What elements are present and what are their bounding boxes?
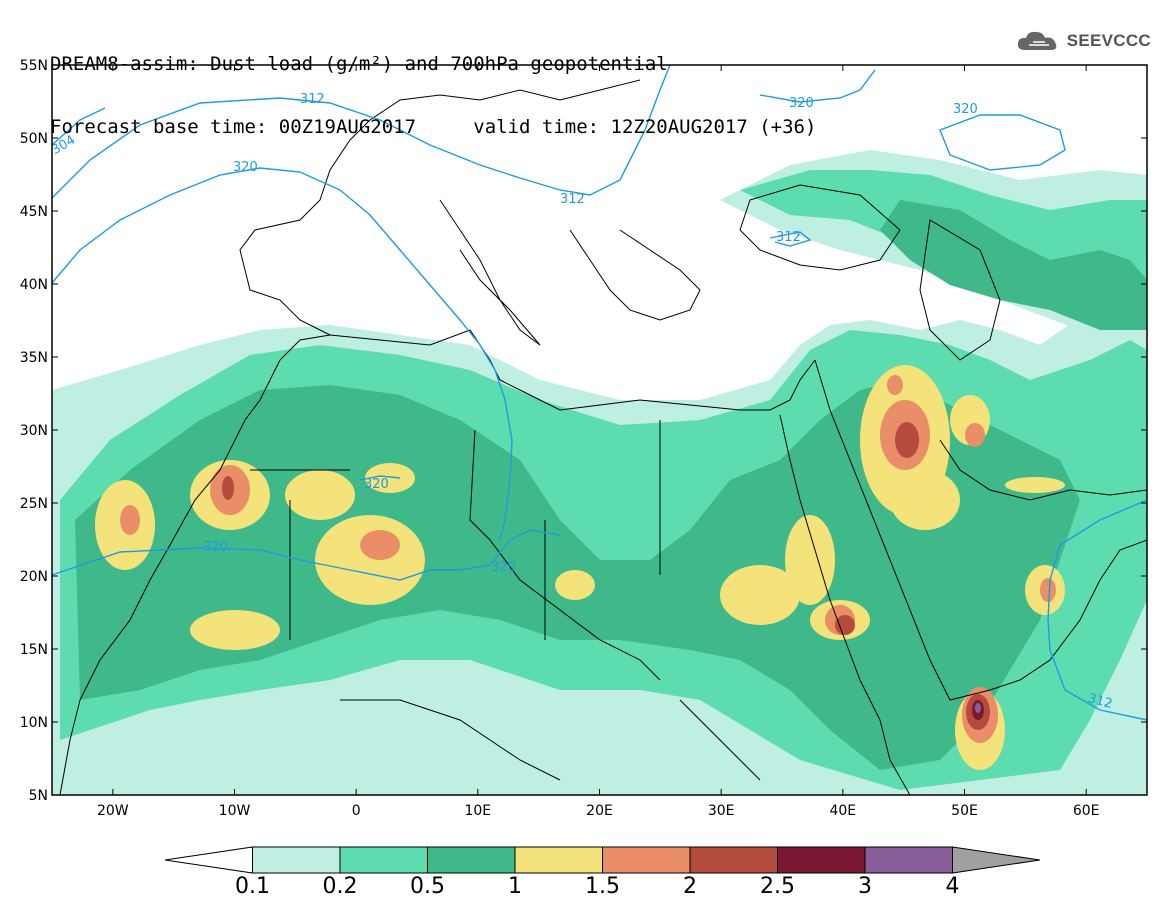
lon-label: 10W (219, 803, 251, 819)
contour-label: 320 (789, 96, 814, 111)
colorbar-label: 0.1 (235, 874, 270, 899)
seevccc-logo: SEEVCCC (1015, 28, 1151, 54)
colorbar-label: 0.5 (410, 874, 445, 899)
contour-label: 320 (233, 160, 258, 175)
lon-label: 60E (1073, 803, 1100, 819)
lat-label: 35N (20, 350, 48, 366)
cloud-icon (1017, 31, 1057, 50)
colorbar-label: 2 (683, 874, 697, 899)
forecast-base-time: Forecast base time: 00Z19AUG2017 (50, 116, 417, 138)
contour-label: 320 (364, 477, 389, 492)
contour-label: 320 (203, 540, 228, 555)
colorbar-swatch (689, 846, 778, 874)
contour-label: 320 (491, 560, 516, 575)
lat-label: 50N (20, 131, 48, 147)
lon-label: 30E (708, 803, 735, 819)
colorbar-label: 4 (945, 874, 960, 899)
title-line-1: DREAM8-assim: Dust load (g/m²) and 700hP… (50, 53, 668, 75)
colorbar-swatch (777, 846, 866, 874)
lat-label: 45N (20, 204, 48, 220)
lat-label: 10N (20, 715, 48, 731)
colorbar-under-arrow (164, 846, 253, 874)
colorbar-label: 1.5 (585, 874, 620, 899)
contour-label: 312 (1086, 691, 1114, 712)
lon-label: 20E (586, 803, 613, 819)
colorbar-label: 2.5 (760, 874, 795, 899)
lon-label: 0 (352, 803, 361, 819)
lat-label: 55N (20, 58, 48, 74)
contour-label: 312 (776, 230, 801, 245)
colorbar-swatch (252, 846, 341, 874)
contour-label: 312 (300, 92, 325, 107)
colorbar-swatch (602, 846, 691, 874)
lon-label: 50E (951, 803, 978, 819)
map-title: DREAM8-assim: Dust load (g/m²) and 700hP… (50, 12, 816, 159)
coastlines (59, 79, 1147, 795)
colorbar-label: 3 (858, 874, 872, 899)
colorbar-label: 1 (508, 874, 522, 899)
geopotential-contours (52, 65, 1147, 721)
lon-label: 20W (97, 803, 129, 819)
dust-level-3 (972, 700, 984, 720)
colorbar-swatch (339, 846, 428, 874)
colorbar: 0.1 0.2 0.5 1 1.5 2 2.5 3 4 (164, 845, 1041, 901)
colorbar-swatches (164, 846, 1041, 874)
dust-level-2 (222, 422, 990, 730)
lon-label: 10E (464, 803, 491, 819)
lat-label: 40N (20, 277, 48, 293)
lat-label: 25N (20, 496, 48, 512)
lat-label: 15N (20, 642, 48, 658)
colorbar-swatch (514, 846, 603, 874)
contour-label: 320 (953, 102, 978, 117)
contour-label: 312 (560, 192, 585, 207)
lat-label: 5N (29, 788, 48, 804)
lat-label: 30N (20, 423, 48, 439)
title-line-2: Forecast base time: 00Z19AUG2017 valid t… (50, 117, 816, 138)
colorbar-swatch (864, 846, 953, 874)
logo-text: SEEVCCC (1066, 31, 1151, 50)
lon-label: 40E (829, 803, 856, 819)
colorbar-swatch (427, 846, 516, 874)
valid-time: valid time: 12Z20AUG2017 (+36) (473, 116, 817, 138)
lat-label: 20N (20, 569, 48, 585)
colorbar-label: 0.2 (322, 874, 358, 899)
colorbar-over-arrow (952, 846, 1041, 874)
